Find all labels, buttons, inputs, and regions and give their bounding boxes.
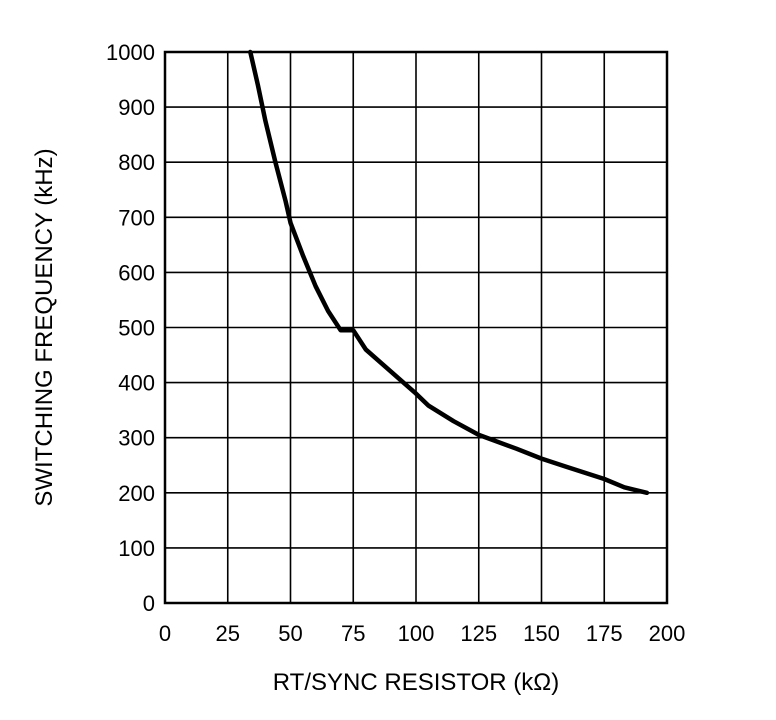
x-tick-label: 25 bbox=[216, 621, 240, 646]
y-tick-label: 200 bbox=[118, 481, 155, 506]
y-tick-label: 100 bbox=[118, 536, 155, 561]
x-axis-title: RT/SYNC RESISTOR (kΩ) bbox=[273, 669, 559, 696]
y-tick-label: 300 bbox=[118, 426, 155, 451]
y-tick-label: 800 bbox=[118, 150, 155, 175]
y-tick-label: 500 bbox=[118, 316, 155, 341]
x-tick-labels: 0 25 50 75 100 125 150 175 200 bbox=[159, 621, 685, 646]
y-tick-label: 900 bbox=[118, 95, 155, 120]
x-tick-label: 150 bbox=[523, 621, 560, 646]
x-tick-label: 125 bbox=[460, 621, 497, 646]
y-tick-label: 400 bbox=[118, 371, 155, 396]
y-tick-label: 600 bbox=[118, 260, 155, 285]
grid bbox=[164, 51, 668, 604]
x-tick-label: 200 bbox=[649, 621, 686, 646]
x-tick-label: 100 bbox=[398, 621, 435, 646]
x-tick-label: 75 bbox=[341, 621, 365, 646]
series-line bbox=[248, 49, 650, 496]
plot-frame bbox=[163, 50, 669, 605]
y-tick-label: 1000 bbox=[106, 40, 155, 65]
x-tick-label: 0 bbox=[159, 621, 171, 646]
x-tick-label: 175 bbox=[586, 621, 623, 646]
x-tick-label: 50 bbox=[278, 621, 302, 646]
y-tick-label: 700 bbox=[118, 205, 155, 230]
y-axis-title: SWITCHING FREQUENCY (kHz) bbox=[31, 148, 58, 506]
y-tick-labels: 0 100 200 300 400 500 600 700 800 900 1000 bbox=[106, 40, 155, 616]
y-tick-label: 0 bbox=[143, 591, 155, 616]
